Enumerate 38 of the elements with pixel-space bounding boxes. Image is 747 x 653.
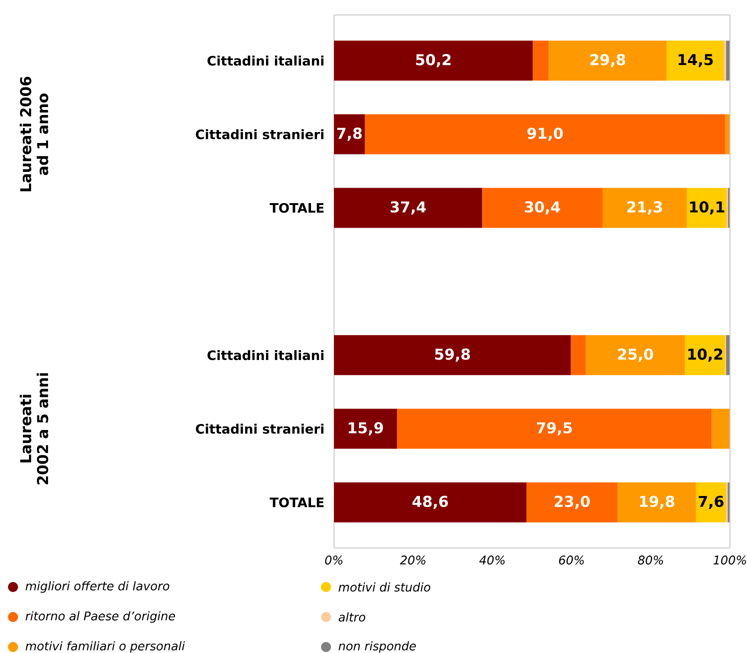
text: Laureati 2006 ad 1 anno [20, 76, 48, 192]
x-tick-label: 0% [325, 556, 342, 565]
y-tick-label: Cittadini italiani [208, 56, 324, 66]
y-tick-label: TOTALE [270, 497, 324, 508]
data-label: 10,2 [688, 348, 722, 362]
data-label: 10,1 [690, 201, 724, 214]
legend-label: ritorno al Paese d’origine [26, 611, 176, 623]
x-tick-label: 20% [400, 556, 426, 565]
x-tick-label: 100% [713, 556, 746, 565]
data-label: 37,4 [390, 201, 426, 214]
y-tick-label: Cittadini stranieri [196, 129, 324, 140]
legend-label: motivi di studio [338, 582, 430, 592]
y-tick-label: Cittadini italiani [208, 350, 324, 360]
data-label: 29,8 [590, 54, 626, 68]
data-label: 25,0 [618, 348, 654, 362]
data-label: 7,6 [698, 496, 724, 509]
text: Laureati 2002 a 5 anni [20, 373, 48, 484]
legend-label: migliori offerte di lavoro [26, 581, 170, 593]
data-label: 23,0 [554, 496, 590, 509]
x-tick-label: 80% [638, 556, 663, 565]
data-label: 79,5 [536, 422, 572, 436]
data-label: 7,8 [337, 128, 362, 141]
data-label: 91,0 [527, 128, 563, 141]
y-tick-label: Cittadini stranieri [196, 424, 324, 434]
data-label: 21,3 [627, 201, 662, 214]
data-label: 59,8 [435, 348, 470, 362]
legend-label: non risponde [338, 641, 416, 653]
data-label: 50,2 [416, 54, 451, 68]
legend-label: altro [338, 612, 366, 622]
y-tick-label: TOTALE [270, 202, 324, 213]
data-label: 48,6 [412, 496, 448, 509]
x-tick-label: 60% [559, 556, 584, 565]
legend-label: motivi familiari o personali [26, 641, 185, 653]
data-label: 15,9 [348, 422, 383, 436]
x-tick-label: 40% [479, 556, 505, 565]
data-label: 30,4 [524, 201, 560, 214]
data-label: 19,8 [640, 496, 674, 509]
data-label: 14,5 [678, 54, 713, 68]
